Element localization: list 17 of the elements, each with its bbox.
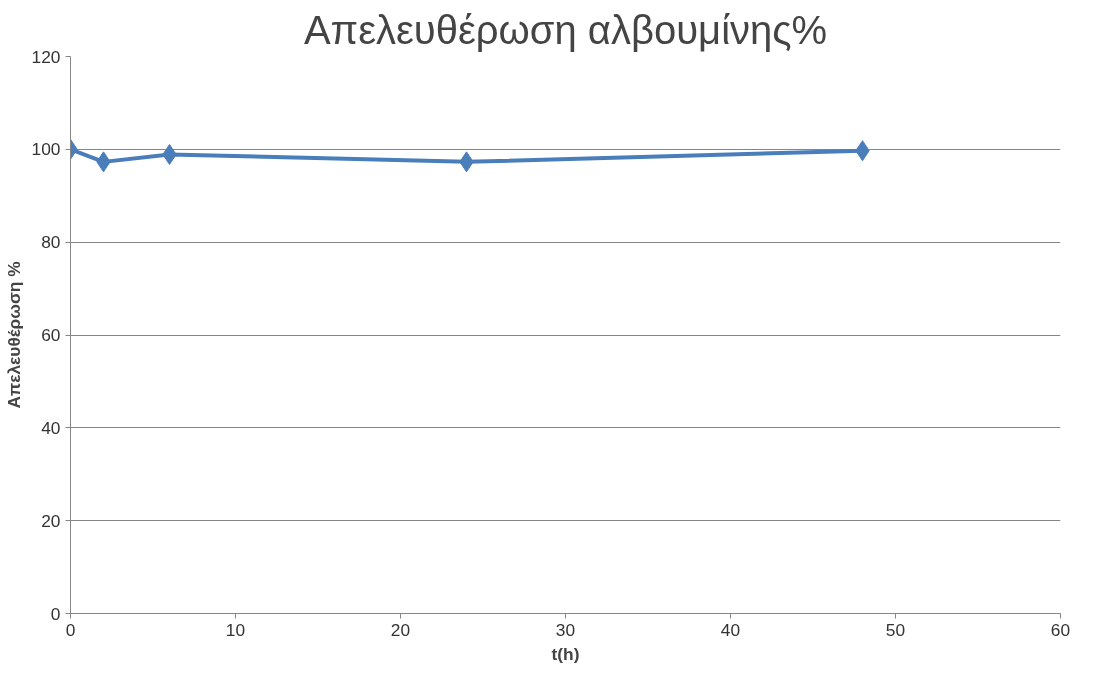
y-axis-title: Απελευθέρωση % <box>3 261 24 409</box>
x-tick-label: 30 <box>555 619 576 640</box>
y-tick-label: 100 <box>31 139 61 160</box>
y-tick-label: 40 <box>41 417 61 438</box>
chart-title: Απελευθέρωση αλβουμίνης% <box>303 7 828 52</box>
y-tick-label: 60 <box>41 325 61 345</box>
y-tick-label: 0 <box>50 603 61 624</box>
y-tick-label: 80 <box>41 232 61 253</box>
x-tick-label: 50 <box>885 619 906 640</box>
x-tick-label: 60 <box>1050 619 1071 640</box>
y-tick-label: 120 <box>31 46 61 67</box>
x-tick-label: 40 <box>720 619 741 640</box>
x-axis-title: t(h) <box>551 643 580 664</box>
x-tick-label: 10 <box>225 619 246 640</box>
y-tick-label: 20 <box>41 510 61 531</box>
x-tick-label: 0 <box>65 619 76 640</box>
x-tick-label: 20 <box>390 619 411 640</box>
